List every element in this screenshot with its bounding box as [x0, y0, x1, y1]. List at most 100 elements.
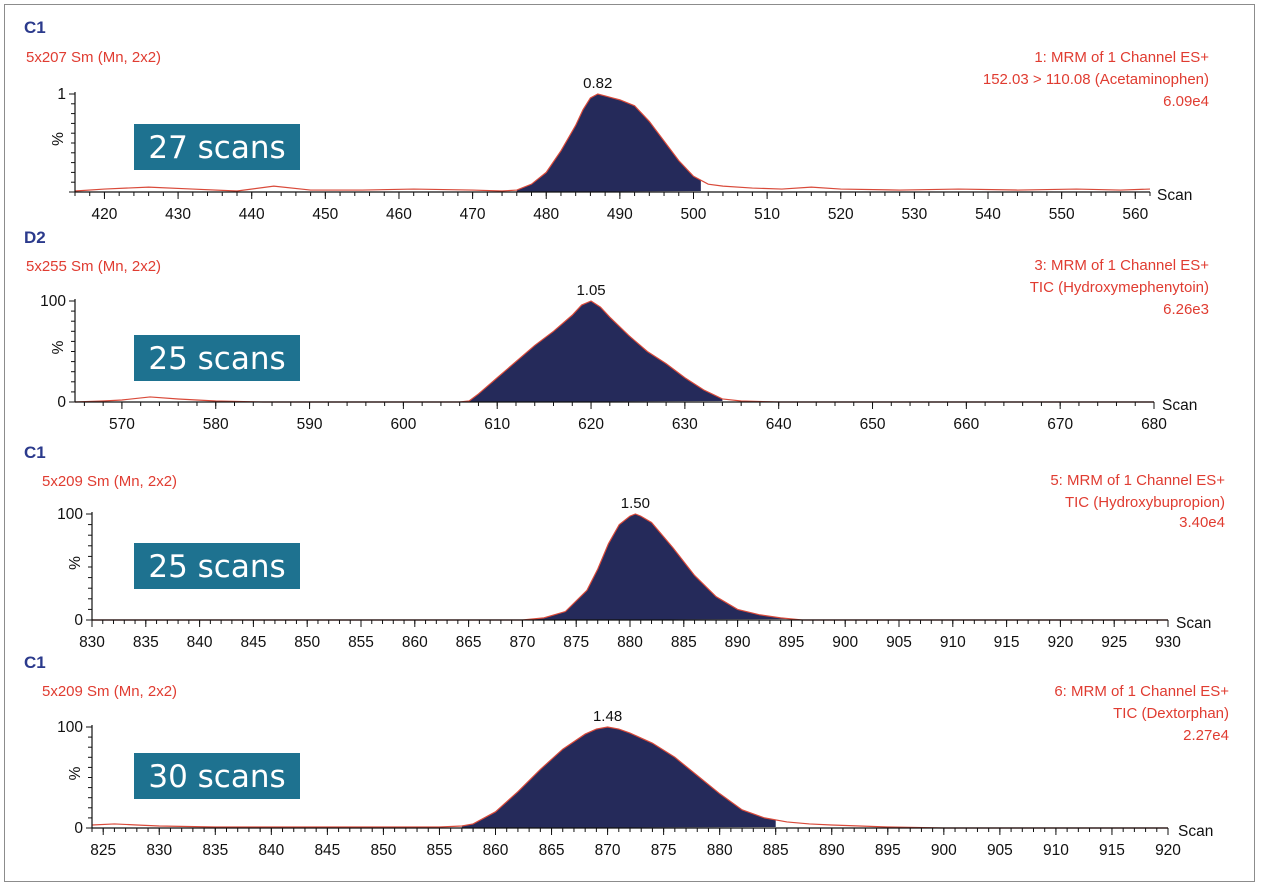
function-label: 3: MRM of 1 Channel ES+	[1034, 257, 1209, 274]
y-axis-label: %	[50, 132, 67, 146]
peak-label: 1.50	[621, 495, 650, 512]
x-tick-label: 885	[671, 634, 697, 651]
x-tick-label: 845	[240, 634, 266, 651]
transition-label: 152.03 > 110.08 (Acetaminophen)	[983, 71, 1209, 88]
x-axis-label: Scan	[1176, 615, 1211, 632]
peak-fill	[533, 514, 792, 620]
scan-count-label: 25 scans	[148, 341, 285, 377]
scan-count-label: 25 scans	[148, 549, 285, 585]
peak-label: 1.48	[593, 708, 622, 725]
x-tick-label: 680	[1141, 416, 1167, 433]
x-tick-label: 530	[901, 206, 927, 223]
x-tick-label: 905	[987, 842, 1013, 859]
transition-label: TIC (Dextorphan)	[1113, 705, 1229, 722]
x-tick-label: 420	[92, 206, 118, 223]
trace-line	[91, 726, 1168, 829]
x-tick-label: 840	[187, 634, 213, 651]
x-tick-label: 650	[860, 416, 886, 433]
y-tick-label: 100	[57, 719, 83, 736]
x-tick-label: 440	[239, 206, 265, 223]
x-tick-label: 875	[651, 842, 677, 859]
peak-label: 1.05	[576, 282, 605, 299]
x-tick-label: 890	[725, 634, 751, 651]
x-tick-label: 580	[203, 416, 229, 433]
x-tick-label: 915	[1099, 842, 1125, 859]
x-tick-label: 885	[763, 842, 789, 859]
x-tick-label: 850	[370, 842, 396, 859]
x-tick-label: 550	[1049, 206, 1075, 223]
x-tick-label: 835	[133, 634, 159, 651]
x-tick-label: 620	[578, 416, 604, 433]
x-tick-label: 825	[90, 842, 116, 859]
function-label: 1: MRM of 1 Channel ES+	[1034, 49, 1209, 66]
x-tick-label: 900	[832, 634, 858, 651]
x-tick-label: 640	[766, 416, 792, 433]
x-tick-label: 610	[484, 416, 510, 433]
x-tick-label: 925	[1101, 634, 1127, 651]
x-tick-label: 510	[754, 206, 780, 223]
chromatogram-panel: C1 5x209 Sm (Mn, 2x2) 5: MRM of 1 Channel …	[24, 443, 1225, 651]
x-tick-label: 835	[202, 842, 228, 859]
chromatogram-panel: C1 5x209 Sm (Mn, 2x2) 6: MRM of 1 Channel …	[24, 653, 1229, 859]
x-tick-label: 910	[940, 634, 966, 651]
x-tick-label: 880	[617, 634, 643, 651]
x-tick-label: 450	[312, 206, 338, 223]
x-tick-label: 590	[297, 416, 323, 433]
scan-count-label: 27 scans	[148, 130, 285, 166]
x-tick-label: 910	[1043, 842, 1069, 859]
x-tick-label: 560	[1122, 206, 1148, 223]
x-tick-label: 480	[533, 206, 559, 223]
panel-title: D2	[24, 228, 46, 247]
panel-title: C1	[24, 18, 46, 37]
x-tick-label: 870	[509, 634, 535, 651]
x-tick-label: 915	[994, 634, 1020, 651]
x-tick-label: 630	[672, 416, 698, 433]
x-tick-label: 460	[386, 206, 412, 223]
scan-count-badge	[134, 543, 300, 589]
x-tick-label: 865	[456, 634, 482, 651]
y-tick-label: 0	[74, 612, 83, 629]
scan-count-badge	[134, 335, 300, 381]
x-tick-label: 840	[258, 842, 284, 859]
trace-line	[92, 513, 1168, 621]
x-tick-label: 830	[79, 634, 105, 651]
y-tick-label: 0	[57, 394, 66, 411]
x-axis-label: Scan	[1162, 397, 1197, 414]
x-tick-label: 880	[707, 842, 733, 859]
panel-title: C1	[24, 653, 46, 672]
x-tick-label: 875	[563, 634, 589, 651]
transition-label: TIC (Hydroxybupropion)	[1065, 494, 1225, 511]
function-label: 5: MRM of 1 Channel ES+	[1050, 472, 1225, 489]
y-axis-label: %	[50, 340, 67, 354]
smoothing-label: 5x207 Sm (Mn, 2x2)	[26, 49, 161, 66]
peak-fill	[469, 301, 723, 402]
y-axis-label: %	[67, 766, 84, 780]
y-tick-label: 1	[57, 86, 66, 103]
x-tick-label: 830	[146, 842, 172, 859]
x-tick-label: 895	[778, 634, 804, 651]
x-tick-label: 900	[931, 842, 957, 859]
smoothing-label: 5x209 Sm (Mn, 2x2)	[42, 473, 177, 490]
scan-count-badge	[134, 124, 300, 170]
x-tick-label: 490	[607, 206, 633, 223]
x-tick-label: 570	[109, 416, 135, 433]
intensity-label: 6.09e4	[1163, 93, 1209, 110]
x-tick-label: 470	[460, 206, 486, 223]
x-tick-label: 430	[165, 206, 191, 223]
x-tick-label: 600	[390, 416, 416, 433]
x-tick-label: 860	[483, 842, 509, 859]
intensity-label: 3.40e4	[1179, 514, 1225, 531]
x-tick-label: 920	[1047, 634, 1073, 651]
x-tick-label: 845	[314, 842, 340, 859]
transition-label: TIC (Hydroxymephenytoin)	[1030, 279, 1209, 296]
x-tick-label: 905	[886, 634, 912, 651]
x-axis-label: Scan	[1157, 187, 1192, 204]
x-tick-label: 895	[875, 842, 901, 859]
x-axis-label: Scan	[1178, 823, 1213, 840]
x-tick-label: 860	[402, 634, 428, 651]
y-tick-label: 0	[74, 820, 83, 837]
function-label: 6: MRM of 1 Channel ES+	[1054, 683, 1229, 700]
x-tick-label: 520	[828, 206, 854, 223]
peak-fill	[516, 94, 701, 192]
